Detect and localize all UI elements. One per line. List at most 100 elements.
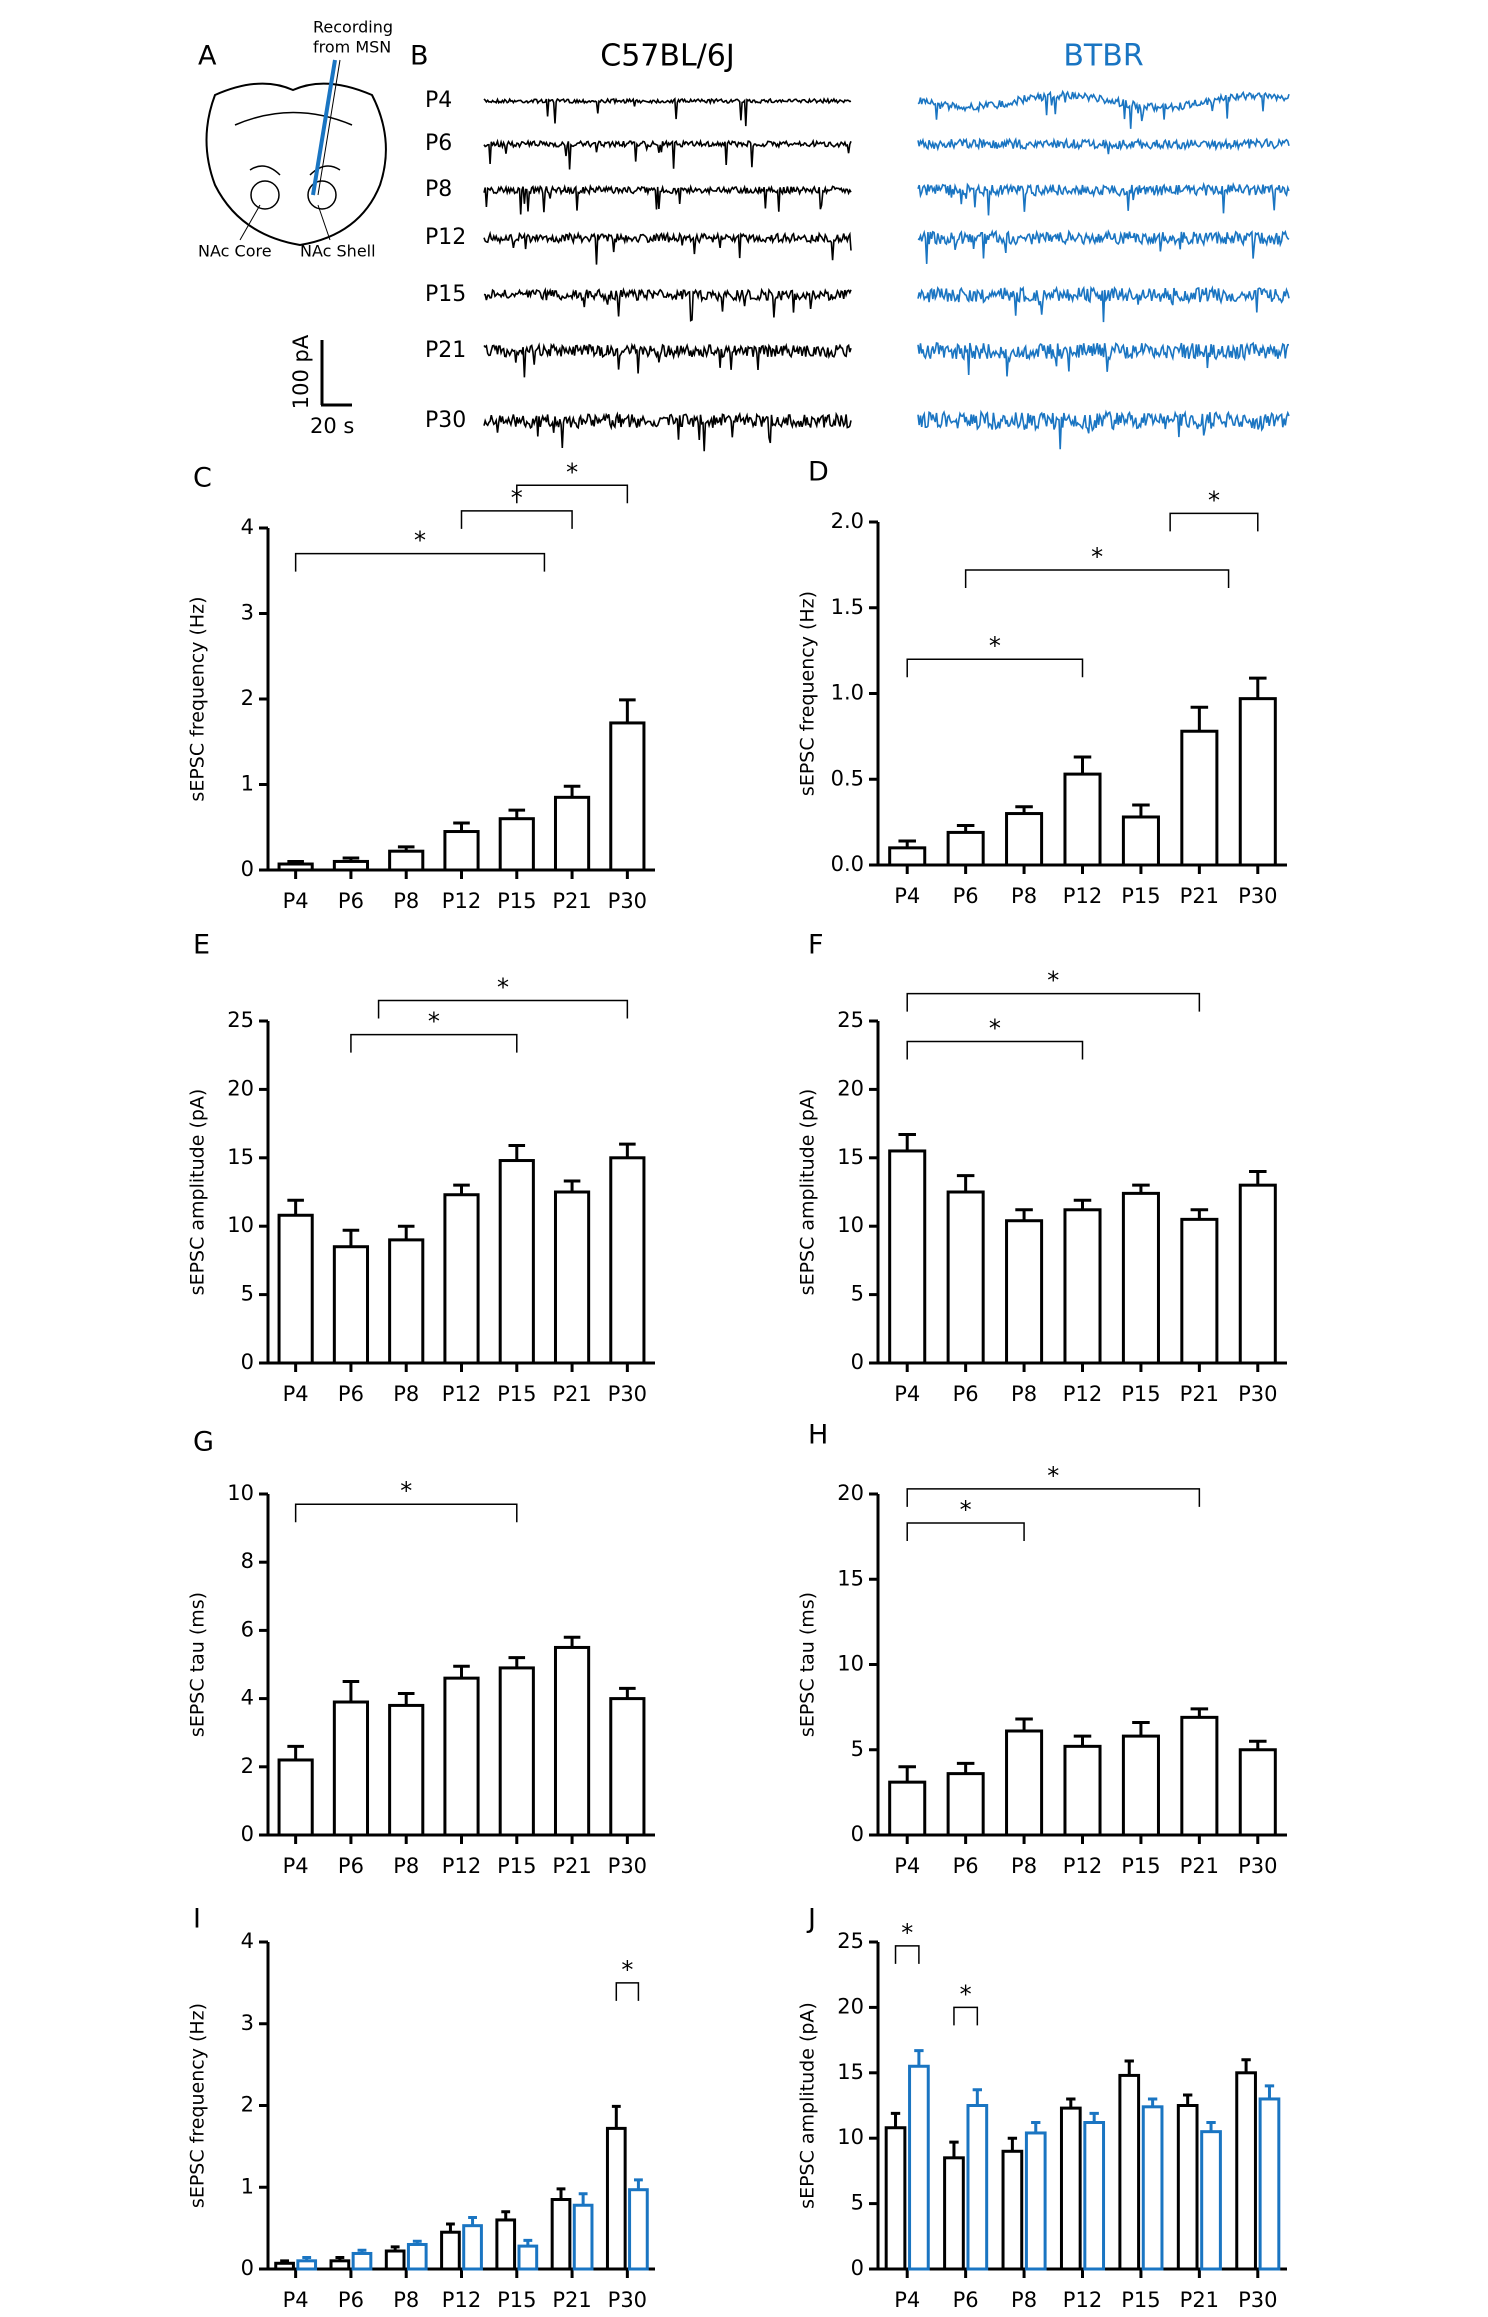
error-bar	[1089, 2111, 1099, 2123]
y-tick-label: 0.0	[831, 852, 864, 876]
error-bar	[508, 1143, 526, 1161]
error-bar	[972, 2088, 983, 2106]
significance-bracket	[906, 658, 1084, 678]
y-tick-label: 0	[241, 2256, 254, 2280]
bar	[1005, 1219, 1044, 1365]
error-bar	[1249, 1739, 1267, 1750]
bar	[1118, 2073, 1141, 2271]
error-bar	[508, 1656, 526, 1668]
x-tick-label: P12	[442, 2288, 481, 2312]
y-tick-label: 4	[241, 1929, 254, 1953]
bar	[498, 1159, 535, 1365]
bar	[550, 2198, 572, 2271]
x-tick-label: P4	[894, 884, 920, 908]
bar	[1200, 2130, 1222, 2271]
bar	[908, 2064, 930, 2271]
x-tick-label: P12	[442, 889, 481, 913]
x-tick-label: P30	[1238, 2288, 1277, 2312]
bar	[388, 1703, 425, 1837]
bar	[946, 830, 985, 867]
error-bar	[890, 2111, 901, 2128]
trace	[917, 89, 1290, 129]
nac-left	[250, 180, 280, 210]
significance-bracket	[894, 1945, 920, 1964]
error-bar	[1007, 2136, 1018, 2152]
age-label: P4	[425, 88, 452, 113]
y-tick-label: 1.0	[831, 681, 864, 705]
bar	[1121, 815, 1160, 867]
panel-label: D	[808, 457, 829, 488]
y-tick-label: 25	[837, 1008, 864, 1032]
trace	[483, 342, 852, 378]
y-tick-label: 6	[241, 1617, 254, 1641]
error-bar	[556, 2187, 566, 2200]
x-tick-label: P15	[497, 1382, 536, 1406]
x-tick-label: P21	[1180, 884, 1219, 908]
bar	[1238, 1748, 1277, 1837]
bar	[1235, 2071, 1257, 2271]
error-bar	[633, 2178, 643, 2190]
age-label: P8	[425, 177, 452, 202]
x-tick-label: P15	[1121, 1382, 1160, 1406]
error-bar	[357, 2248, 367, 2254]
bar	[605, 2126, 627, 2271]
x-tick-label: P12	[1063, 1854, 1102, 1878]
trace	[483, 230, 852, 265]
bar	[332, 859, 370, 872]
bar	[888, 846, 927, 867]
bar	[943, 2156, 965, 2271]
x-tick-label: P8	[393, 889, 419, 913]
bar	[498, 817, 535, 872]
bar	[498, 1666, 535, 1837]
x-tick-label: P4	[894, 1382, 920, 1406]
significance-bracket	[906, 1522, 1025, 1541]
error-bar	[342, 1680, 360, 1703]
age-label: P6	[425, 131, 452, 156]
strain-title: BTBR	[1063, 39, 1143, 74]
error-bar	[287, 1198, 304, 1216]
y-tick-label: 2	[241, 2093, 254, 2117]
significance-bracket	[953, 2006, 979, 2026]
y-tick-label: 3	[241, 601, 254, 625]
bar	[1141, 2105, 1164, 2271]
trace	[483, 138, 852, 170]
significance-star: *	[497, 973, 509, 1001]
panel-label: A	[198, 41, 217, 72]
panel-label: J	[806, 1904, 816, 1935]
error-bar	[898, 1133, 916, 1151]
brain-detail	[234, 111, 353, 176]
y-tick-label: 0.5	[831, 766, 864, 790]
recording-label: from MSN	[313, 38, 391, 57]
y-axis-label: sEPSC tau (ms)	[187, 1592, 209, 1737]
error-bar	[1183, 2093, 1193, 2106]
error-bar	[619, 1686, 636, 1699]
trace	[483, 286, 852, 322]
x-tick-label: P21	[1180, 2288, 1219, 2312]
error-bar	[956, 1174, 975, 1192]
bar	[946, 1190, 985, 1365]
x-tick-label: P12	[442, 1382, 481, 1406]
significance-star: *	[511, 484, 523, 512]
bar	[572, 2203, 594, 2271]
x-tick-label: P8	[1011, 1854, 1037, 1878]
error-bar	[446, 2222, 455, 2233]
y-tick-label: 15	[227, 1145, 254, 1169]
y-tick-label: 1.5	[831, 595, 864, 619]
trace	[917, 285, 1290, 323]
error-bar	[1190, 1208, 1209, 1220]
x-tick-label: P30	[608, 889, 647, 913]
error-bar	[949, 2140, 959, 2158]
error-bar	[1015, 805, 1033, 814]
error-bar	[397, 845, 415, 852]
error-bar	[1147, 2097, 1158, 2107]
significance-star: *	[1047, 1462, 1059, 1490]
y-tick-label: 20	[837, 1481, 864, 1505]
error-bar	[1066, 2097, 1076, 2109]
error-bar	[578, 2192, 588, 2206]
significance-bracket	[294, 1503, 518, 1523]
bar	[1063, 1744, 1102, 1837]
significance-star: *	[621, 1956, 633, 1984]
bar	[1005, 1729, 1044, 1837]
y-tick-label: 4	[241, 515, 254, 539]
